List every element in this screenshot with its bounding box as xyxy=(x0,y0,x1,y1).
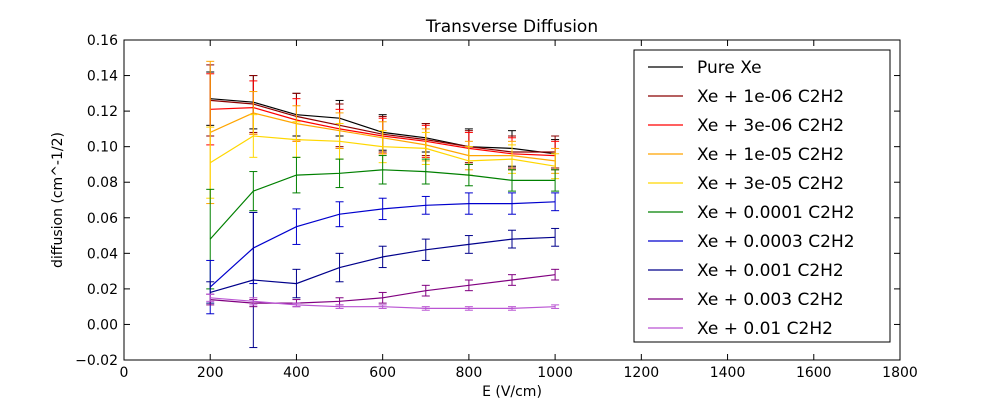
y-tick-label: 0.10 xyxy=(87,140,118,156)
series-line xyxy=(210,297,556,309)
x-tick-label: 1200 xyxy=(624,365,660,381)
y-tick-label: 0.14 xyxy=(87,69,118,85)
legend-label: Xe + 0.003 C2H2 xyxy=(697,290,844,310)
y-tick-label: −0.02 xyxy=(75,353,118,369)
x-tick-label: 200 xyxy=(197,365,224,381)
legend-label: Xe + 3e-06 C2H2 xyxy=(697,116,844,136)
x-tick-label: 800 xyxy=(456,365,483,381)
series-4 xyxy=(206,114,560,199)
x-axis-label: E (V/cm) xyxy=(482,384,542,400)
series-7 xyxy=(206,211,560,349)
y-tick-label: 0.06 xyxy=(87,211,118,227)
axis-ticks: 0 200 400 600 800 1000 1200 1400 1600 1800 −0.02 0.… xyxy=(75,33,918,381)
y-tick-label: 0.12 xyxy=(87,104,118,120)
legend-label: Xe + 0.0003 C2H2 xyxy=(697,232,855,252)
x-tick-label: 0 xyxy=(120,365,129,381)
legend-label: Pure Xe xyxy=(697,58,762,78)
series-5 xyxy=(206,155,560,290)
series-line xyxy=(209,201,556,288)
legend: Pure Xe Xe + 1e-06 C2H2 Xe + 3e-06 C2H2 Xe … xyxy=(633,49,891,343)
x-tick-label: 1400 xyxy=(710,365,746,381)
legend-box xyxy=(633,49,891,343)
legend-label: Xe + 1e-05 C2H2 xyxy=(697,145,844,165)
y-tick-label: 0.08 xyxy=(87,175,118,191)
legend-label: Xe + 3e-05 C2H2 xyxy=(697,174,844,194)
x-tick-label: 1800 xyxy=(882,365,918,381)
x-tick-label: 1000 xyxy=(537,365,573,381)
plot-area xyxy=(206,60,560,349)
y-tick-label: 0.04 xyxy=(87,246,118,262)
series-line xyxy=(209,169,556,240)
y-tick-label: 0.02 xyxy=(87,282,118,298)
series-9 xyxy=(206,293,560,311)
series-8 xyxy=(206,268,560,308)
axes-frame xyxy=(123,39,901,361)
legend-label: Xe + 0.001 C2H2 xyxy=(697,261,844,281)
chart-title: Transverse Diffusion xyxy=(425,17,598,37)
x-tick-label: 600 xyxy=(369,365,396,381)
x-tick-label: 400 xyxy=(283,365,310,381)
legend-label: Xe + 0.0001 C2H2 xyxy=(697,203,855,223)
series-line xyxy=(210,236,556,293)
y-axis-label: diffusion (cm^-1/2) xyxy=(50,132,66,268)
legend-label: Xe + 0.01 C2H2 xyxy=(697,319,833,339)
x-tick-label: 1600 xyxy=(796,365,832,381)
series-line xyxy=(209,135,556,167)
y-tick-label: 0.16 xyxy=(87,33,118,49)
legend-label: Xe + 1e-06 C2H2 xyxy=(697,87,844,107)
y-tick-label: 0.00 xyxy=(87,317,118,333)
